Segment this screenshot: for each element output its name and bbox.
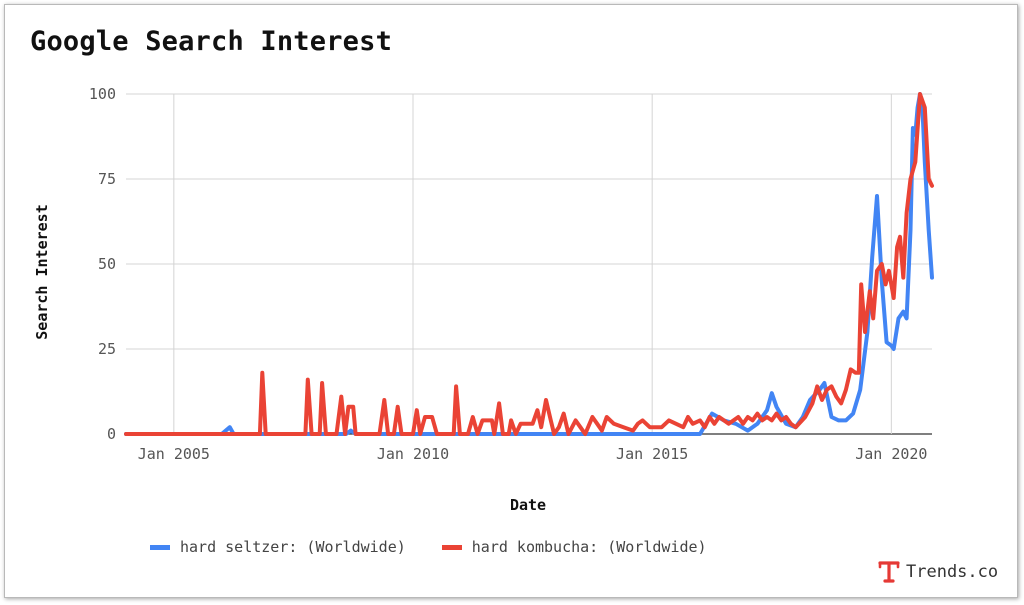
y-tick-label: 0 bbox=[107, 425, 116, 443]
brand-text: Trends.co bbox=[906, 562, 999, 582]
y-tick-label: 50 bbox=[98, 255, 116, 273]
y-tick-label: 25 bbox=[98, 340, 116, 358]
y-tick-label: 75 bbox=[98, 170, 116, 188]
x-axis-label: Date bbox=[510, 496, 546, 514]
y-axis-label: Search Interest bbox=[33, 204, 51, 339]
x-tick-label: Jan 2005 bbox=[138, 445, 210, 463]
legend-swatch-red bbox=[441, 544, 462, 550]
brand-logo: Trends.co bbox=[878, 560, 998, 584]
legend-item-hard-seltzer[interactable]: hard seltzer: (Worldwide) bbox=[150, 538, 406, 556]
x-tick-label: Jan 2020 bbox=[855, 445, 927, 463]
chart-card bbox=[4, 4, 1018, 598]
x-tick-label: Jan 2010 bbox=[377, 445, 449, 463]
legend-swatch-blue bbox=[150, 544, 170, 550]
legend-item-hard-kombucha[interactable]: hard kombucha: (Worldwide) bbox=[441, 538, 707, 556]
series-line-1 bbox=[124, 92, 934, 436]
chart-legend: hard seltzer: (Worldwide) hard kombucha:… bbox=[150, 538, 707, 556]
y-tick-label: 100 bbox=[89, 85, 116, 103]
series-line-0 bbox=[124, 92, 934, 436]
trends-t-icon bbox=[878, 561, 900, 583]
x-tick-label: Jan 2015 bbox=[616, 445, 688, 463]
chart-title: Google Search Interest bbox=[30, 26, 393, 57]
legend-label: hard kombucha: (Worldwide) bbox=[471, 538, 707, 556]
legend-label: hard seltzer: (Worldwide) bbox=[180, 538, 406, 556]
